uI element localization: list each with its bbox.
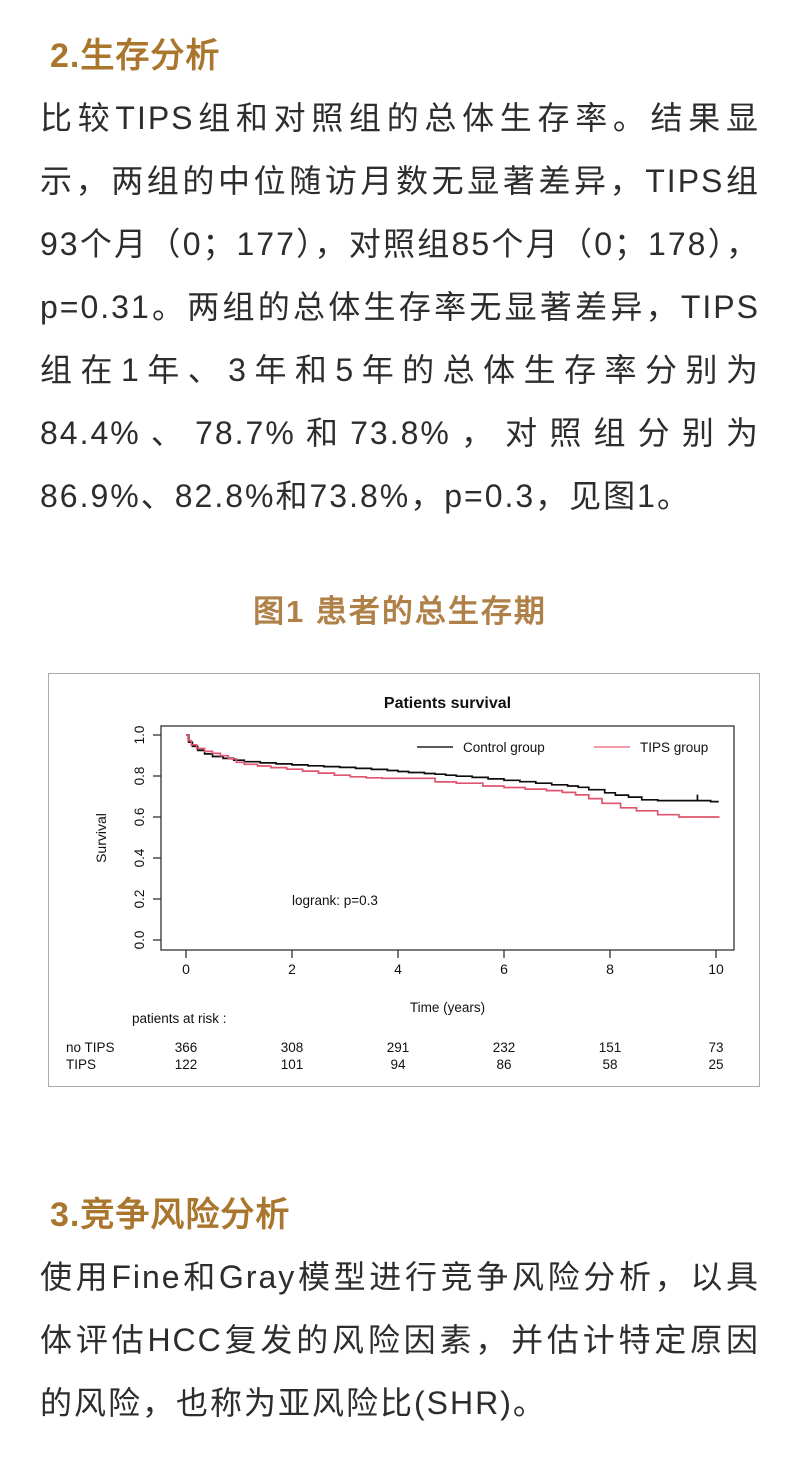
x-tick-label: 6	[500, 961, 508, 977]
risk-count: 58	[602, 1057, 617, 1072]
risk-count: 308	[281, 1040, 304, 1055]
risk-count: 232	[493, 1040, 516, 1055]
tips-curve	[186, 734, 720, 818]
section-heading-competing-risk: 3.竞争风险分析	[50, 1196, 291, 1234]
risk-table-title: patients at risk :	[132, 1011, 227, 1026]
control-curve	[186, 734, 719, 803]
risk-count: 291	[387, 1040, 410, 1055]
risk-count: 151	[599, 1040, 622, 1055]
section-heading-survival-analysis: 2.生存分析	[50, 37, 221, 75]
risk-count: 86	[496, 1057, 511, 1072]
x-tick-label: 10	[708, 961, 724, 977]
legend-label-tips: TIPS group	[640, 740, 708, 755]
y-tick-label: 1.0	[132, 726, 147, 745]
x-axis-label: Time (years)	[410, 1000, 485, 1015]
y-tick-label: 0.0	[132, 931, 147, 950]
competing-risk-paragraph: 使用Fine和Gray模型进行竞争风险分析，以具体评估HCC复发的风险因素，并估…	[40, 1259, 760, 1421]
y-tick-label: 0.6	[132, 808, 147, 827]
x-tick-label: 2	[288, 961, 296, 977]
risk-count: 122	[175, 1057, 198, 1072]
risk-row-label: no TIPS	[66, 1040, 115, 1055]
y-tick-label: 0.2	[132, 890, 147, 909]
logrank-annotation: logrank: p=0.3	[292, 893, 378, 908]
figure1-chart-panel: Patients survival 0.0 0.2 0.4 0.6 0.8 1.0 Survi…	[48, 673, 760, 1087]
risk-count: 73	[708, 1040, 723, 1055]
plot-frame	[160, 725, 735, 951]
survival-analysis-paragraph: 比较TIPS组和对照组的总体生存率。结果显示，两组的中位随访月数无显著差异，TI…	[40, 100, 760, 514]
y-axis-label: Survival	[93, 813, 109, 863]
risk-count: 25	[708, 1057, 723, 1072]
figure1-caption: 图1 患者的总生存期	[253, 594, 547, 629]
risk-count: 101	[281, 1057, 304, 1072]
survival-chart-svg: Patients survival 0.0 0.2 0.4 0.6 0.8 1.0 Survi…	[66, 695, 735, 1072]
x-tick-label: 4	[394, 961, 402, 977]
risk-count: 94	[390, 1057, 406, 1072]
x-tick-label: 8	[606, 961, 614, 977]
legend-label-control: Control group	[463, 740, 545, 755]
y-tick-label: 0.4	[132, 848, 147, 867]
x-tick-label: 0	[182, 961, 190, 977]
y-tick-label: 0.8	[132, 767, 147, 786]
risk-row-label: TIPS	[66, 1057, 96, 1072]
risk-count: 366	[175, 1040, 198, 1055]
chart-title: Patients survival	[384, 695, 511, 712]
